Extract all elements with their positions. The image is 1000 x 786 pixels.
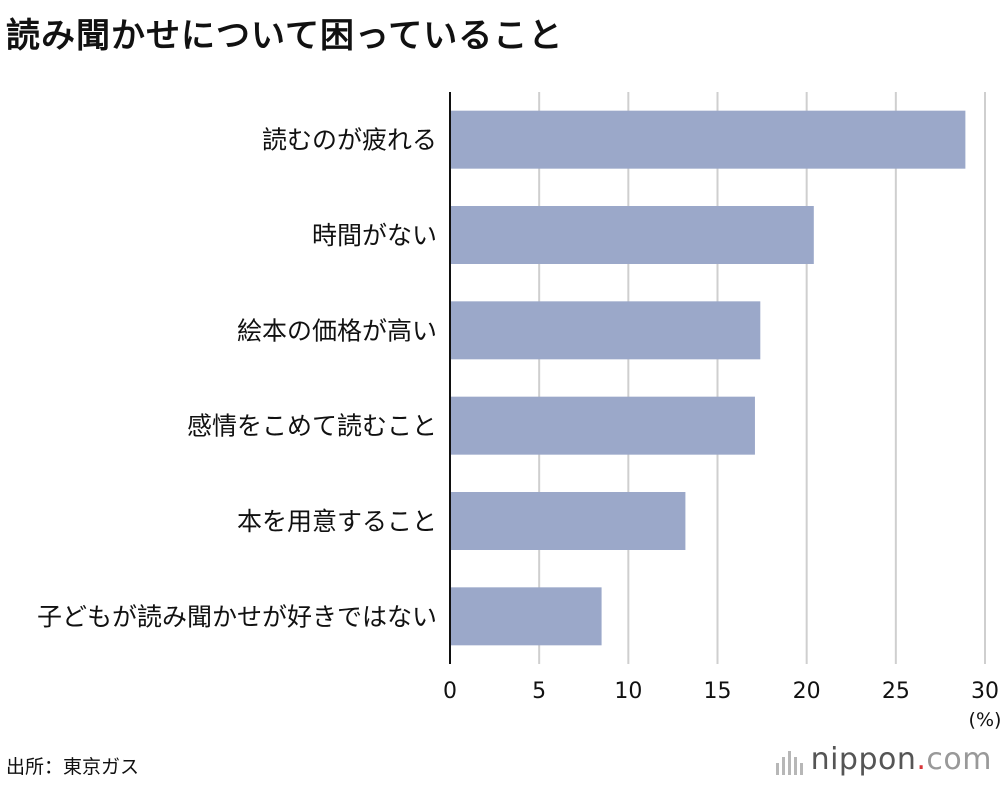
x-tick-label: 15 (704, 679, 732, 704)
bar (450, 396, 755, 455)
bar (450, 492, 686, 550)
x-tick-label: 5 (532, 679, 546, 704)
category-label: 感情をこめて読むこと (187, 412, 437, 441)
category-label: 本を用意すること (237, 507, 437, 536)
category-label: 時間がない (312, 221, 437, 250)
source-note: 出所：東京ガス (6, 756, 140, 778)
x-tick-label: 0 (443, 679, 457, 704)
x-tick-label: 25 (882, 679, 910, 704)
x-tick-label: 20 (793, 679, 821, 704)
category-label: 子どもが読み聞かせが好きではない (37, 602, 437, 631)
x-tick-label: 10 (614, 679, 642, 704)
bar (450, 206, 814, 264)
category-label: 絵本の価格が高い (237, 316, 437, 345)
x-tick-label: 30 (971, 679, 999, 704)
category-label: 読むのが疲れる (262, 126, 437, 155)
bar (450, 587, 602, 646)
x-unit-label: (%) (969, 709, 1000, 731)
brand-logo: nippon.com (775, 742, 992, 777)
bar (450, 301, 761, 360)
bar (450, 110, 966, 169)
chart-title: 読み聞かせについて困っていること (6, 16, 564, 56)
nippon-bars-icon (775, 745, 803, 775)
brand-wordmark: nippon.com (810, 742, 992, 777)
